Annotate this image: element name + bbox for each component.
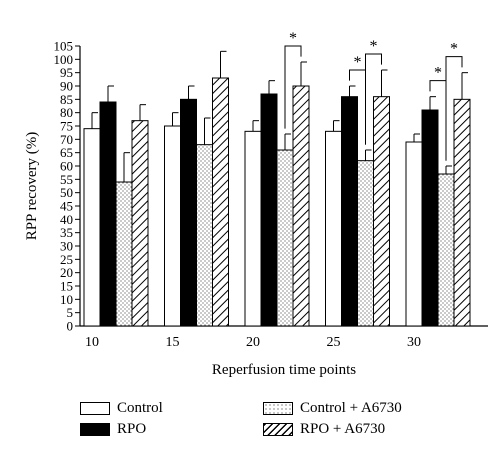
bar [131, 120, 149, 327]
y-tick-label: 65 [60, 145, 73, 160]
y-tick-label: 35 [60, 225, 73, 240]
bars [83, 50, 471, 327]
y-tick-label: 5 [67, 305, 74, 320]
bar [421, 109, 439, 327]
significance-star: * [370, 38, 378, 55]
bar [115, 181, 133, 327]
axes: 0510152025303540455055606570758085909510… [54, 39, 488, 350]
y-tick-label: 50 [60, 185, 73, 200]
significance-star: * [289, 30, 297, 47]
bar [325, 130, 342, 327]
bar [373, 96, 390, 327]
x-tick-label: 30 [407, 335, 421, 350]
x-tick-label: 15 [166, 335, 180, 350]
significance-star: * [354, 54, 362, 71]
bar [164, 125, 181, 327]
bar [437, 173, 455, 327]
significance-star: * [450, 41, 458, 58]
significance-annotations: * * * * * [284, 30, 463, 161]
bar [212, 77, 229, 327]
y-tick-label: 100 [54, 52, 74, 67]
y-tick-label: 15 [60, 279, 73, 294]
y-tick-label: 10 [60, 292, 73, 307]
significance-bracket [284, 45, 302, 129]
significance-bracket [365, 53, 382, 145]
bar [99, 101, 117, 327]
y-tick-label: 85 [60, 92, 73, 107]
bar [357, 160, 374, 327]
y-tick-label: 25 [60, 252, 73, 267]
y-tick-label: 95 [60, 65, 73, 80]
bar [276, 149, 294, 327]
y-tick-label: 45 [60, 199, 73, 214]
y-tick-label: 70 [60, 132, 73, 147]
significance-star: * [434, 65, 442, 82]
bar [260, 93, 278, 327]
x-axis-title: Reperfusion time points [212, 362, 356, 378]
bar [453, 98, 471, 327]
y-tick-label: 60 [60, 159, 73, 174]
x-tick-label: 25 [327, 335, 341, 350]
y-tick-label: 0 [67, 319, 74, 334]
y-tick-label: 75 [60, 119, 73, 134]
y-tick-label: 20 [60, 265, 73, 280]
x-tick-label: 10 [85, 335, 99, 350]
y-tick-label: 55 [60, 172, 73, 187]
x-tick-label: 20 [246, 335, 260, 350]
bar [405, 141, 423, 327]
bar [83, 128, 101, 327]
bar [292, 85, 310, 327]
bar [180, 98, 197, 327]
y-tick-label: 80 [60, 105, 73, 120]
y-tick-label: 90 [60, 79, 73, 94]
bar [244, 130, 262, 327]
y-tick-label: 40 [60, 212, 73, 227]
bar [341, 96, 358, 327]
y-axis-title: RPP recovery (%) [24, 132, 40, 241]
y-tick-label: 105 [54, 39, 74, 54]
bar [196, 144, 213, 327]
significance-bracket [445, 56, 463, 161]
y-tick-label: 30 [60, 239, 73, 254]
